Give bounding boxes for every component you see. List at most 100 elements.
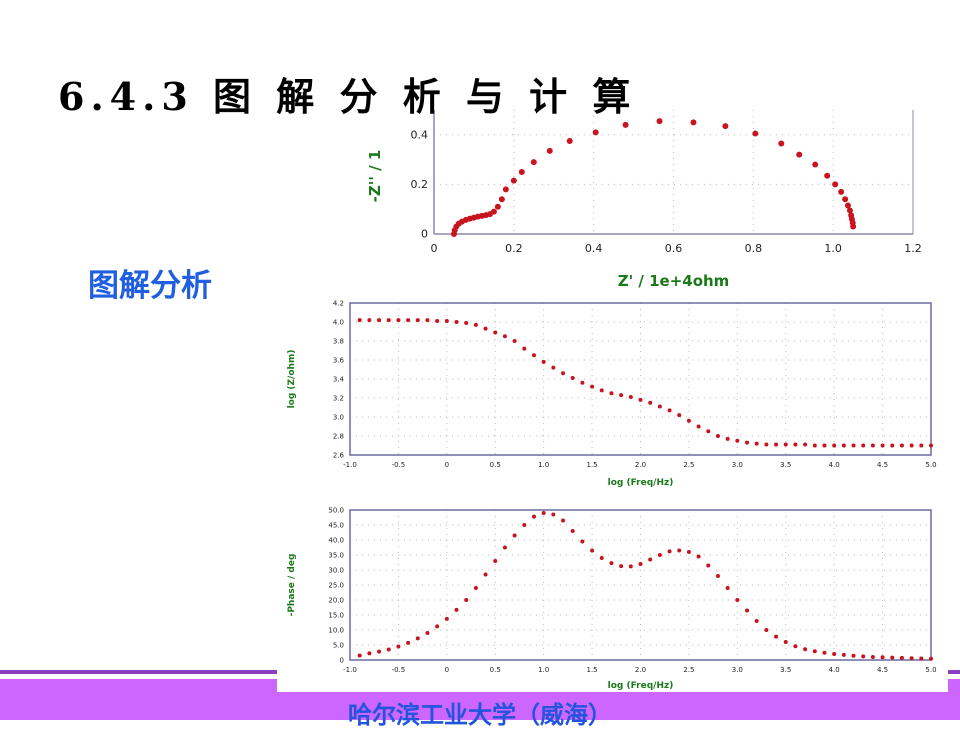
- data-point: [657, 553, 662, 557]
- data-point: [880, 443, 885, 448]
- x-tick-label: 4.5: [877, 461, 888, 469]
- data-point: [590, 384, 595, 389]
- data-point: [609, 561, 614, 566]
- data-point: [502, 545, 507, 550]
- data-point: [783, 640, 788, 644]
- data-point: [696, 424, 701, 429]
- data-point: [619, 393, 624, 398]
- data-point: [764, 628, 769, 632]
- data-point: [377, 649, 382, 654]
- data-point: [570, 529, 575, 533]
- data-point: [435, 624, 440, 629]
- data-point: [435, 319, 440, 324]
- y-tick-label: 4.0: [333, 318, 344, 326]
- data-point: [667, 408, 672, 413]
- data-point: [425, 318, 430, 323]
- y-tick-label: 3.2: [333, 394, 344, 402]
- x-tick-label: 1.0: [824, 242, 842, 255]
- data-point: [473, 322, 478, 327]
- data-point: [851, 653, 856, 658]
- data-point: [580, 539, 585, 544]
- bode-phase-chart: -1.0 -0.5 0 0.5 1.0 1.5 2.0 2.5 3.0 3.5 4.0 4.5 5.0 0…: [287, 506, 937, 691]
- data-point: [657, 404, 662, 409]
- data-point: [464, 598, 469, 602]
- data-point: [551, 512, 556, 517]
- data-point: [725, 586, 730, 590]
- data-point: [850, 223, 857, 230]
- data-point: [745, 608, 750, 613]
- data-point: [841, 652, 846, 657]
- data-point: [628, 564, 633, 569]
- data-point: [599, 388, 604, 393]
- data-point: [512, 533, 517, 538]
- data-point: [464, 320, 469, 325]
- y-axis-label: -Z'' / 1: [366, 150, 384, 203]
- data-point: [483, 326, 488, 331]
- x-tick-label: 4.0: [829, 461, 840, 469]
- data-point: [803, 442, 808, 447]
- y-tick-label: 3.0: [333, 413, 344, 421]
- y-tick-label: 30.0: [328, 566, 344, 574]
- x-tick-label: 0: [431, 242, 438, 255]
- x-axis-label: log (Freq/Hz): [608, 478, 674, 488]
- data-point: [580, 380, 585, 385]
- data-point: [592, 129, 599, 136]
- data-point: [599, 556, 604, 560]
- data-point: [494, 203, 501, 210]
- data-point: [493, 330, 498, 335]
- x-tick-label: 0.5: [490, 666, 501, 674]
- x-tick-label: 3.5: [780, 666, 791, 674]
- data-point: [561, 371, 566, 376]
- data-point: [793, 644, 798, 649]
- x-tick-label: -0.5: [392, 461, 406, 469]
- data-point: [454, 320, 459, 324]
- y-tick-label: 20.0: [328, 596, 344, 604]
- data-point: [754, 619, 759, 623]
- data-point: [929, 443, 933, 448]
- data-point: [735, 438, 740, 443]
- data-point: [628, 395, 633, 400]
- plot-frame: [349, 302, 932, 456]
- y-tick-label: 2.8: [333, 432, 344, 440]
- data-point: [890, 443, 895, 448]
- x-axis-label: Z' / 1e+4ohm: [618, 272, 730, 290]
- x-tick-label: 0: [445, 666, 449, 674]
- data-point: [566, 138, 573, 144]
- data-point: [357, 318, 362, 323]
- data-point: [541, 359, 546, 364]
- data-point: [812, 649, 817, 654]
- data-point: [498, 196, 505, 203]
- data-point: [796, 151, 803, 158]
- data-point: [774, 442, 779, 447]
- bode-magnitude-chart: -1.0 -0.5 0 0.5 1.0 1.5 2.0 2.5 3.0 3.5 4.0 4.5 5.0 2…: [287, 299, 937, 488]
- x-axis-label: log (Freq/Hz): [608, 681, 674, 691]
- data-point: [778, 140, 785, 147]
- y-tick-label: 25.0: [328, 581, 344, 589]
- data-point: [715, 434, 720, 438]
- y-tick-label: 0: [421, 228, 428, 241]
- data-point: [824, 172, 831, 179]
- data-point: [656, 118, 663, 125]
- y-tick-label: 40.0: [328, 536, 344, 544]
- data-point: [851, 443, 856, 448]
- x-tick-label: 1.5: [587, 461, 598, 469]
- y-tick-label: 0.2: [411, 178, 429, 191]
- data-point: [861, 654, 866, 659]
- data-point: [803, 647, 808, 652]
- data-point: [909, 656, 914, 661]
- data-point: [846, 207, 853, 214]
- y-tick-label: 3.8: [333, 337, 344, 345]
- data-point: [919, 656, 924, 661]
- data-point: [570, 376, 575, 381]
- x-tick-label: 2.0: [635, 666, 646, 674]
- x-tick-label: 0.5: [490, 461, 501, 469]
- data-point: [490, 208, 497, 215]
- x-tick-label: 0.4: [585, 242, 603, 255]
- data-point: [510, 177, 517, 184]
- data-point: [396, 318, 401, 323]
- data-point: [696, 554, 701, 559]
- x-tick-label: 0: [445, 461, 449, 469]
- data-point: [522, 523, 527, 527]
- y-tick-label: 45.0: [328, 521, 344, 529]
- x-tick-label: 5.0: [925, 666, 936, 674]
